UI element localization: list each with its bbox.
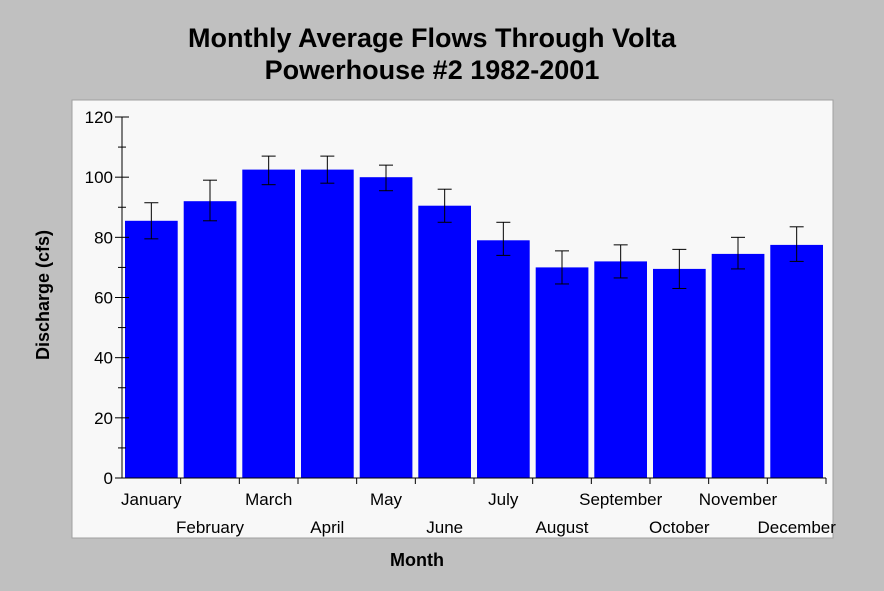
x-tick-label-november: November <box>699 490 778 509</box>
y-tick-label: 80 <box>94 228 113 247</box>
error-bar-august <box>555 250 569 285</box>
error-bar-february <box>203 179 217 222</box>
x-axis-label: Month <box>390 550 444 570</box>
x-tick-label-may: May <box>370 490 403 509</box>
y-tick-label: 60 <box>94 289 113 308</box>
x-tick-label-march: March <box>245 490 292 509</box>
x-tick-label-september: September <box>579 490 662 509</box>
bar-may <box>359 177 413 478</box>
error-bar-march <box>261 155 276 186</box>
x-tick-label-december: December <box>757 518 836 537</box>
error-bar-october <box>672 248 687 289</box>
y-tick-label: 0 <box>104 469 113 488</box>
bar-september <box>594 261 647 478</box>
y-tick-label: 20 <box>94 409 113 428</box>
chart-title-line-1: Monthly Average Flows Through Volta <box>187 23 677 53</box>
bar-october <box>653 268 706 478</box>
y-tick-label: 40 <box>94 349 113 368</box>
error-bar-april <box>320 155 335 184</box>
bar-january <box>125 220 178 479</box>
error-bar-september <box>613 244 628 279</box>
error-bar-december <box>789 226 804 262</box>
x-tick-label-february: February <box>176 518 245 537</box>
x-tick-label-june: June <box>426 518 463 537</box>
y-tick-label: 120 <box>85 108 113 127</box>
error-bar-may <box>379 164 393 192</box>
error-bar-july <box>496 221 511 256</box>
x-tick-label-april: April <box>310 518 344 537</box>
bar-july <box>477 240 530 478</box>
error-bar-june <box>437 188 452 223</box>
y-axis-label: Discharge (cfs) <box>33 230 53 360</box>
bar-march <box>242 169 295 478</box>
chart-title-line-2: Powerhouse #2 1982-2001 <box>264 55 600 85</box>
bar-august <box>535 267 589 478</box>
y-tick-label: 100 <box>85 168 113 187</box>
x-tick-label-august: August <box>536 518 589 537</box>
error-bar-january <box>144 202 159 240</box>
bar-april <box>301 169 354 478</box>
bar-november <box>711 253 765 478</box>
bar-december <box>770 244 823 478</box>
x-tick-label-july: July <box>488 490 519 509</box>
bar-february <box>183 201 237 478</box>
chart-title: Monthly Average Flows Through Volta Powe… <box>0 22 864 86</box>
x-tick-label-october: October <box>649 518 710 537</box>
bar-june <box>418 205 471 478</box>
x-tick-label-january: January <box>121 490 182 509</box>
error-bar-november <box>731 236 745 270</box>
